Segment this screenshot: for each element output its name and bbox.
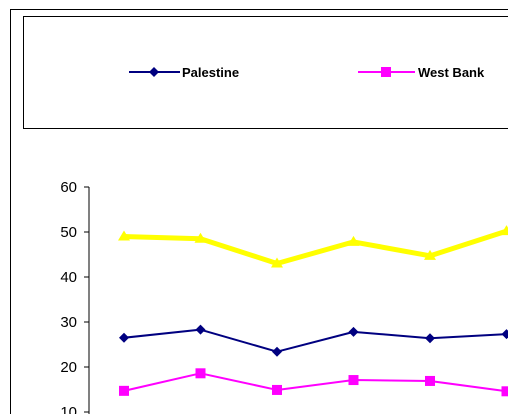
series-west-bank: [119, 368, 508, 397]
data-point: [195, 324, 206, 335]
series: [118, 225, 508, 397]
series-yellow: [118, 225, 508, 268]
data-point: [500, 225, 508, 236]
data-point: [272, 346, 282, 357]
legend-label-west-bank: West Bank: [418, 65, 485, 80]
data-point: [195, 368, 206, 379]
y-tick-label: 40: [60, 269, 77, 286]
data-point: [271, 257, 283, 268]
y-tick-label: 30: [60, 314, 77, 331]
series-palestine: [119, 324, 508, 357]
y-tick-label: 50: [60, 224, 77, 241]
data-point: [348, 375, 359, 386]
data-point: [347, 235, 360, 246]
legend-box: [23, 16, 508, 129]
data-point: [119, 332, 129, 343]
axes: 60 50 40 30 20 10: [60, 179, 90, 414]
data-point: [194, 232, 207, 243]
data-point: [425, 333, 435, 344]
data-point: [424, 249, 436, 260]
legend-swatch-marker: [381, 67, 391, 77]
series-line: [123, 328, 508, 353]
y-tick-label: 10: [60, 404, 77, 414]
data-point: [119, 385, 129, 396]
series-line: [123, 372, 508, 393]
y-tick-label: 60: [60, 179, 77, 196]
legend-swatch-marker: [149, 67, 159, 77]
y-tick-label: 20: [60, 359, 77, 376]
data-point: [272, 384, 282, 395]
series-line: [123, 228, 508, 266]
legend-item-west-bank: West Bank: [358, 65, 485, 80]
legend-item-palestine: Palestine: [129, 65, 239, 80]
data-point: [425, 375, 435, 386]
legend-label-palestine: Palestine: [182, 65, 239, 80]
data-point: [118, 230, 130, 241]
chart-frame: [10, 9, 508, 414]
legend: Palestine West Bank: [129, 65, 485, 80]
data-point: [501, 329, 508, 340]
data-point: [501, 386, 508, 397]
data-point: [348, 326, 359, 337]
